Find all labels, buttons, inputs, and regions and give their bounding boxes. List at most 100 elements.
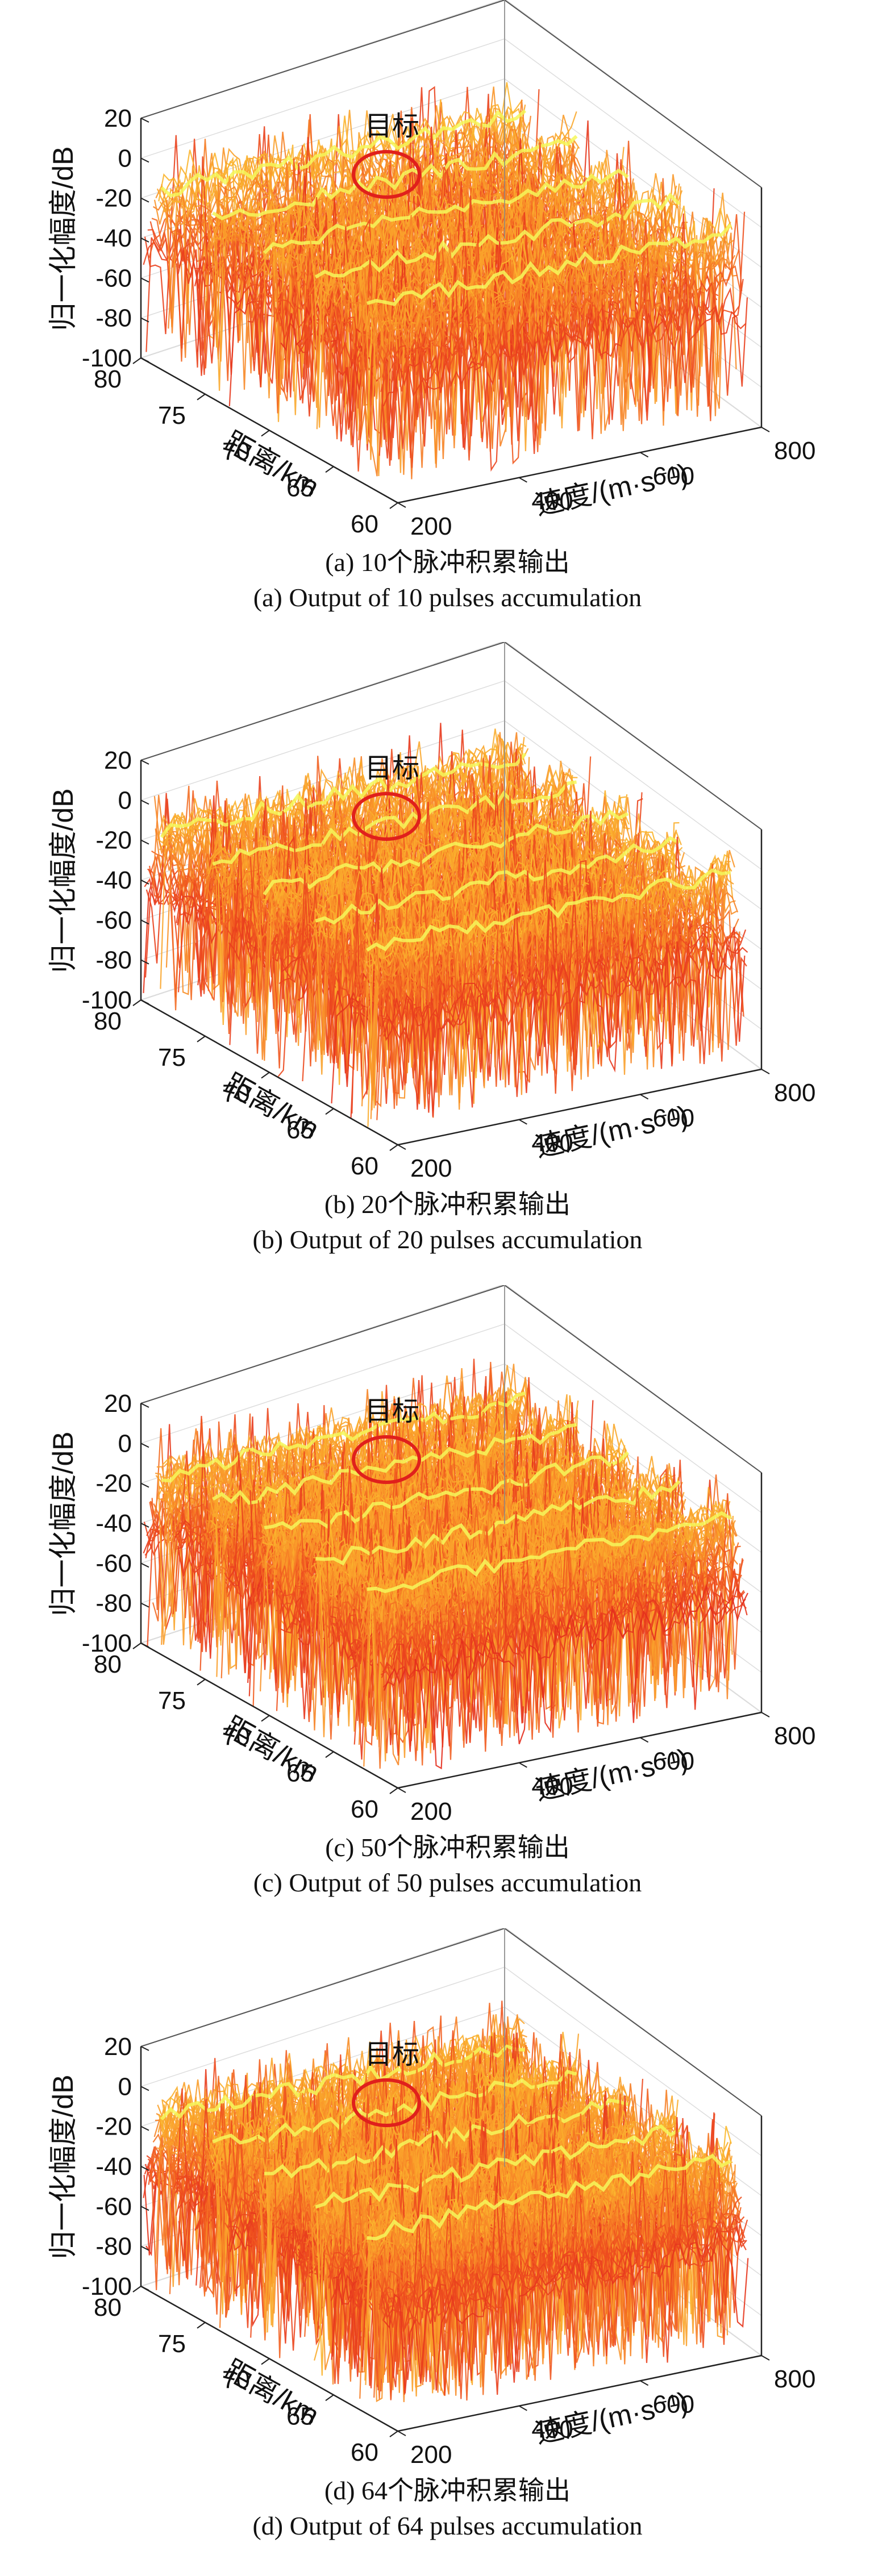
z-axis-title: 归一化幅度/dB — [47, 146, 79, 331]
z-tick-label: -20 — [95, 185, 132, 212]
z-grid-right — [504, 1323, 762, 1513]
z-tick-label: -20 — [95, 1470, 132, 1498]
z-tick-label: -40 — [95, 224, 132, 252]
y-tick — [397, 2431, 406, 2436]
z-tick — [140, 1443, 149, 1448]
y-axis-title: 速度/(m·s⁻¹) — [532, 1100, 691, 1164]
ridge-strand — [330, 227, 696, 442]
x-tick — [132, 2286, 141, 2292]
z-tick — [140, 237, 149, 243]
z-tick — [140, 2166, 149, 2171]
surface — [143, 82, 748, 480]
x-tick — [389, 2431, 398, 2437]
z-tick — [140, 1482, 149, 1488]
y-tick-label: 600 — [653, 462, 694, 490]
x-tick-label: 65 — [286, 1759, 314, 1787]
x-tick-label: 75 — [158, 1044, 186, 1072]
caption-en-c: (c) Output of 50 pulses accumulation — [253, 1868, 642, 1897]
y-tick-label: 200 — [410, 1154, 452, 1182]
ridge-crest — [263, 168, 629, 255]
y-tick-label: 800 — [774, 1722, 815, 1750]
z-tick-label: -60 — [95, 2192, 132, 2220]
ridge-strand — [380, 1569, 746, 1732]
z-tick-label: -60 — [95, 264, 132, 292]
ridge-crest — [366, 223, 732, 306]
z-axis-title: 归一化幅度/dB — [47, 1431, 79, 1616]
x-tick — [261, 1072, 270, 1079]
y-tick-label: 200 — [410, 2441, 452, 2469]
x-tick — [197, 1678, 206, 1686]
z-tick-label: -80 — [95, 305, 132, 332]
target-label: 目标 — [365, 753, 419, 783]
x-tick — [389, 502, 398, 509]
y-tick-label: 600 — [653, 1104, 694, 1132]
y-axis-line — [397, 1068, 762, 1146]
ridge-strand — [255, 144, 621, 402]
z-tick — [140, 879, 149, 885]
x-tick — [132, 357, 141, 364]
z-tick — [140, 799, 149, 805]
y-tick — [518, 1119, 527, 1125]
z-axis-title: 归一化幅度/dB — [47, 2074, 79, 2259]
ridge-crest — [314, 192, 681, 279]
x-tick-label: 65 — [286, 474, 314, 502]
y-tick-label: 400 — [531, 1129, 573, 1157]
panel-b: 20 0 -20 -40 -60 -80 -100 80 75 70 65 60 200 400 600 80… — [0, 642, 895, 1278]
y-tick — [761, 2355, 770, 2361]
target-annotation: 目标 — [352, 1397, 421, 1484]
y-tick-label: 400 — [531, 1773, 573, 1800]
ridge-strand — [366, 205, 731, 444]
ridge-strand — [383, 2181, 748, 2372]
ridge-strand — [213, 111, 577, 353]
ridge-crest — [263, 809, 629, 896]
z-tick-label: 0 — [118, 786, 132, 814]
ridge-strand — [377, 214, 743, 465]
y-tick — [640, 1737, 649, 1743]
caption-en-a: (a) Output of 10 pulses accumulation — [253, 583, 642, 612]
y-tick — [518, 477, 527, 483]
x-tick-label: 80 — [94, 1650, 122, 1678]
z-tick — [140, 2286, 149, 2291]
z-tick — [140, 1523, 149, 1528]
x-tick-label: 75 — [158, 402, 186, 430]
y-axis-title: 速度/(m·s⁻¹) — [532, 1743, 691, 1807]
z-tick — [140, 760, 149, 765]
x-tick-label: 60 — [351, 1795, 378, 1823]
caption-en-d: (d) Output of 64 pulses accumulation — [252, 2511, 643, 2540]
x-tick — [325, 466, 334, 473]
ridge-strand — [163, 2016, 528, 2277]
target-annotation: 目标 — [352, 111, 421, 199]
ridge-strand — [382, 1575, 747, 1756]
z-tick-label: -100 — [82, 344, 132, 372]
box-top-back — [140, 1928, 762, 2116]
z-tick-label: -40 — [95, 1510, 132, 1537]
z-tick-label: -20 — [95, 2113, 132, 2141]
y-axis-title: 速度/(m·s⁻¹) — [532, 2386, 691, 2450]
ridge-strand — [376, 874, 742, 1120]
target-circle — [352, 792, 421, 841]
x-tick-label: 70 — [222, 438, 250, 466]
ridge-strand — [380, 1533, 744, 1748]
caption-cn-c: (c) 50个脉冲积累输出 — [325, 1833, 570, 1862]
ridge-strand — [362, 860, 727, 1099]
caption-cn-d: (d) 64个脉冲积累输出 — [324, 2476, 571, 2505]
x-tick-label: 70 — [222, 1080, 250, 1108]
caption-cn-b: (b) 20个脉冲积累输出 — [324, 1190, 571, 1219]
z-tick — [140, 1643, 149, 1648]
z-tick-label: 20 — [104, 747, 132, 774]
x-tick-label: 75 — [158, 1687, 186, 1715]
x-tick-label: 70 — [222, 1723, 250, 1751]
y-tick-label: 200 — [410, 512, 452, 540]
z-tick-label: -20 — [95, 827, 132, 855]
ridge-strand — [383, 1583, 748, 1770]
x-tick — [197, 393, 206, 401]
y-axis-line — [397, 2354, 762, 2432]
z-grid-left — [140, 680, 505, 801]
z-tick-label: 0 — [118, 144, 132, 172]
z-tick-label: -80 — [95, 2233, 132, 2261]
x-tick — [132, 999, 141, 1006]
target-label: 目标 — [365, 1397, 419, 1427]
ridge-strand — [320, 851, 685, 1054]
